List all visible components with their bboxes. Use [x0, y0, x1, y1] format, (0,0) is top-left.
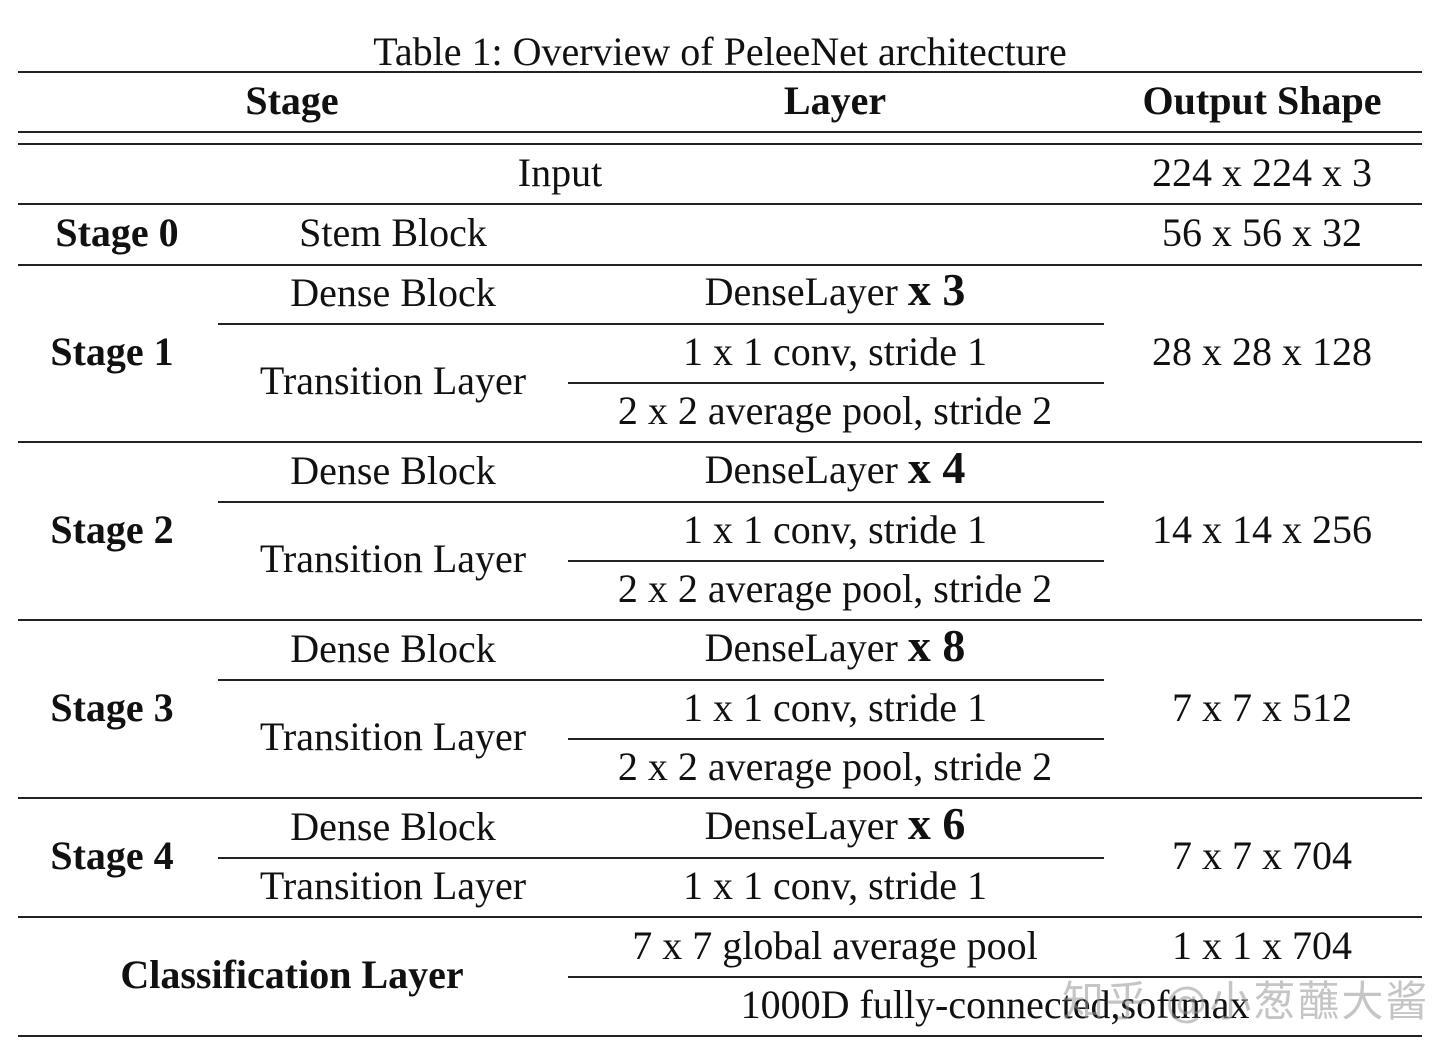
dense-layer-text: DenseLayer — [704, 447, 898, 492]
classification-label: Classification Layer — [120, 952, 464, 997]
stage3-transition-rule — [568, 738, 1104, 740]
stage1-dense-layer: DenseLayer x 3 — [705, 266, 966, 316]
stage0-block: Stem Block — [299, 210, 487, 255]
row-rule-stage2 — [18, 619, 1422, 621]
classification-fc: 1000D fully-connected,softmax — [740, 982, 1250, 1027]
row-rule-stage1 — [18, 441, 1422, 443]
stage1-transition-rule — [568, 382, 1104, 384]
row-rule-stage4 — [18, 916, 1422, 918]
stage1-label: Stage 1 — [50, 329, 174, 374]
bottom-rule — [18, 1035, 1422, 1037]
stage4-label: Stage 4 — [50, 833, 174, 878]
top-rule — [18, 71, 1422, 73]
stage3-pool: 2 x 2 average pool, stride 2 — [617, 744, 1053, 789]
stage2-inner-rule — [218, 501, 1104, 503]
dense-layer-multiplier: x 8 — [907, 620, 966, 671]
classification-pool-output: 1 x 1 x 704 — [1172, 923, 1352, 968]
stage3-output: 7 x 7 x 512 — [1172, 685, 1352, 730]
classification-pool: 7 x 7 global average pool — [632, 923, 1038, 968]
header-output-shape: Output Shape — [1142, 78, 1382, 123]
stage1-conv: 1 x 1 conv, stride 1 — [682, 329, 988, 374]
stage3-dense-layer: DenseLayer x 8 — [705, 622, 966, 672]
stage2-dense-layer: DenseLayer x 4 — [705, 444, 966, 494]
stage1-dense-block: Dense Block — [290, 270, 496, 315]
stage4-output: 7 x 7 x 704 — [1172, 833, 1352, 878]
stage4-transition: Transition Layer — [259, 863, 527, 908]
stage2-transition-rule — [568, 560, 1104, 562]
dense-layer-multiplier: x 4 — [907, 442, 966, 493]
stage4-dense-block: Dense Block — [290, 804, 496, 849]
header-rule-1 — [18, 131, 1422, 133]
stage3-conv: 1 x 1 conv, stride 1 — [682, 685, 988, 730]
table-caption: Table 1: Overview of PeleeNet architectu… — [373, 29, 1067, 74]
stage2-output: 14 x 14 x 256 — [1152, 507, 1372, 552]
stage3-label: Stage 3 — [50, 685, 174, 730]
stage4-inner-rule — [218, 857, 1104, 859]
header-rule-2 — [18, 143, 1422, 145]
classification-inner-rule — [568, 976, 1422, 978]
header-stage: Stage — [245, 78, 339, 123]
stage1-transition: Transition Layer — [259, 358, 527, 403]
stage2-label: Stage 2 — [50, 507, 174, 552]
dense-layer-text: DenseLayer — [704, 803, 898, 848]
row-rule-stage3 — [18, 797, 1422, 799]
stage0-output: 56 x 56 x 32 — [1162, 210, 1362, 255]
dense-layer-text: DenseLayer — [704, 269, 898, 314]
header-layer: Layer — [783, 78, 887, 123]
stage4-conv: 1 x 1 conv, stride 1 — [682, 863, 988, 908]
input-label: Input — [517, 150, 603, 195]
stage2-dense-block: Dense Block — [290, 448, 496, 493]
stage0-label: Stage 0 — [55, 210, 179, 255]
dense-layer-multiplier: x 3 — [907, 264, 966, 315]
row-rule-stage0 — [18, 264, 1422, 266]
dense-layer-text: DenseLayer — [704, 625, 898, 670]
stage2-transition: Transition Layer — [259, 536, 527, 581]
stage4-dense-layer: DenseLayer x 6 — [705, 800, 966, 850]
row-rule-input — [18, 203, 1422, 205]
stage2-conv: 1 x 1 conv, stride 1 — [682, 507, 988, 552]
dense-layer-multiplier: x 6 — [907, 798, 966, 849]
stage3-dense-block: Dense Block — [290, 626, 496, 671]
stage1-pool: 2 x 2 average pool, stride 2 — [617, 388, 1053, 433]
stage1-inner-rule — [218, 323, 1104, 325]
stage3-transition: Transition Layer — [259, 714, 527, 759]
stage1-output: 28 x 28 x 128 — [1152, 329, 1372, 374]
zhihu-watermark: 知乎 @小葱蘸大酱 — [1062, 977, 1430, 1026]
input-output: 224 x 224 x 3 — [1152, 150, 1372, 195]
stage2-pool: 2 x 2 average pool, stride 2 — [617, 566, 1053, 611]
stage3-inner-rule — [218, 679, 1104, 681]
